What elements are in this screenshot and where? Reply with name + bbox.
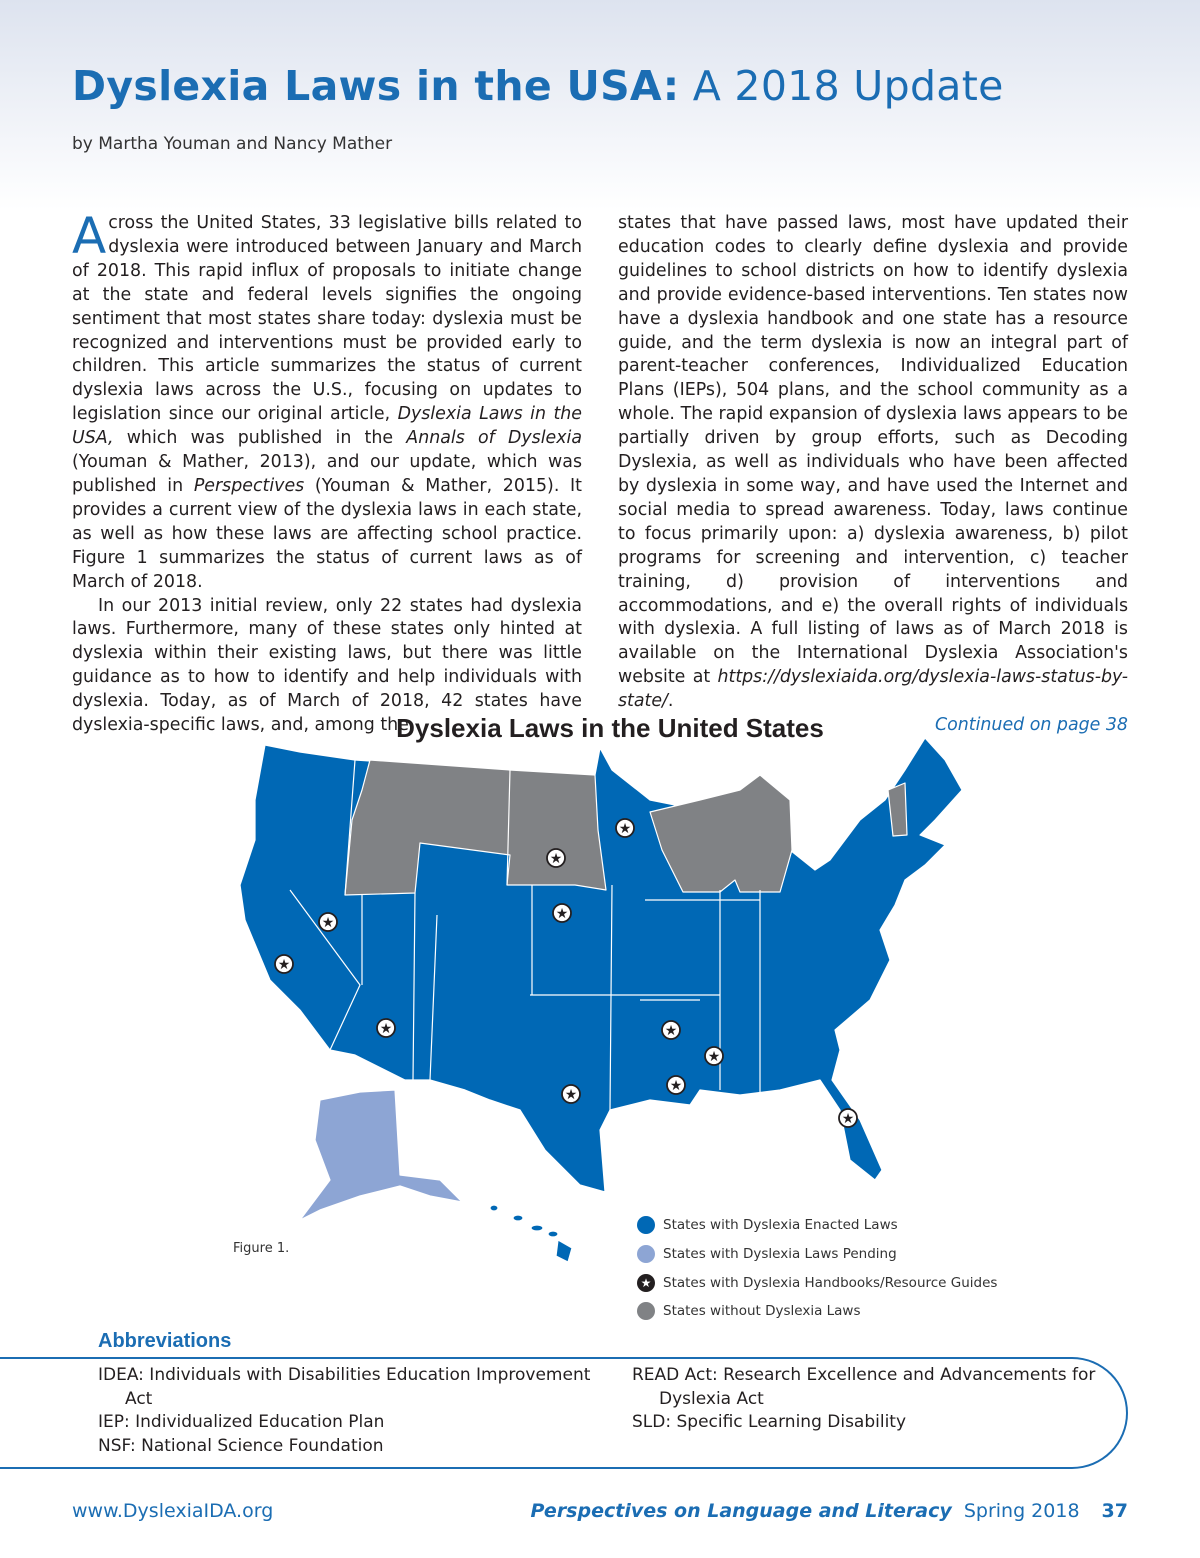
continued-link[interactable]: Continued on page 38 xyxy=(934,715,1128,736)
map-hi xyxy=(489,1204,573,1263)
paragraph-3: states that have passed laws, most have … xyxy=(618,213,1128,712)
svg-text:★: ★ xyxy=(322,915,335,931)
svg-text:★: ★ xyxy=(556,906,569,922)
svg-text:★: ★ xyxy=(708,1049,721,1065)
page-number: 37 xyxy=(1101,1500,1128,1522)
figure-caption: Figure 1. xyxy=(233,1241,290,1256)
map-pending-ak xyxy=(299,1089,463,1221)
abbreviations-left: IDEA: Individuals with Disabilities Educ… xyxy=(98,1365,591,1457)
svg-text:★: ★ xyxy=(842,1111,855,1127)
gray-circle-icon xyxy=(637,1302,655,1321)
svg-text:★: ★ xyxy=(665,1023,678,1039)
svg-text:★: ★ xyxy=(278,957,291,973)
paragraph-2: In our 2013 initial review, only 22 stat… xyxy=(72,595,582,736)
drop-cap: A xyxy=(72,207,107,265)
abbreviations-right: READ Act: Research Excellence and Advanc… xyxy=(632,1365,1096,1433)
abbreviations-box xyxy=(0,1357,1128,1469)
legend-item-enacted: States with Dyslexia Enacted Laws xyxy=(637,1211,997,1240)
abbreviations-heading: Abbreviations xyxy=(98,1330,232,1352)
map-gray-mt-id-nd-sd xyxy=(344,759,607,896)
byline: by Martha Youman and Nancy Mather xyxy=(72,134,393,154)
blue-circle-icon xyxy=(637,1216,655,1235)
legend-item-pending: States with Dyslexia Laws Pending xyxy=(637,1240,997,1269)
ida-laws-link[interactable]: https://dyslexiaida.org/dyslexia-laws-st… xyxy=(618,667,1128,712)
figure-title: Dyslexia Laws in the United States xyxy=(396,713,824,743)
footer-journal-info: Perspectives on Language and Literacy Sp… xyxy=(530,1500,1128,1522)
legend-item-none: States without Dyslexia Laws xyxy=(637,1297,997,1326)
article-title: Dyslexia Laws in the USA: A 2018 Update xyxy=(72,62,1004,110)
footer-website[interactable]: www.DyslexiaIDA.org xyxy=(72,1500,274,1522)
map-legend: States with Dyslexia Enacted Laws States… xyxy=(637,1211,997,1326)
svg-text:★: ★ xyxy=(550,851,563,867)
svg-text:★: ★ xyxy=(619,821,632,837)
svg-text:★: ★ xyxy=(380,1021,393,1037)
map-handbook-stars: ★ ★ ★ ★ ★ ★ ★ ★ ★ ★ ★ xyxy=(274,818,858,1128)
svg-text:★: ★ xyxy=(670,1078,683,1094)
svg-text:★: ★ xyxy=(565,1087,578,1103)
star-circle-icon: ★ xyxy=(637,1273,655,1292)
header-background xyxy=(0,0,1200,210)
map-gray-wi-mi xyxy=(649,774,793,893)
map-gray-vt xyxy=(887,782,908,837)
article-column-2: states that have passed laws, most have … xyxy=(618,212,1128,738)
light-blue-circle-icon xyxy=(637,1245,655,1264)
legend-item-handbooks: ★ States with Dyslexia Handbooks/Resource… xyxy=(637,1268,997,1297)
